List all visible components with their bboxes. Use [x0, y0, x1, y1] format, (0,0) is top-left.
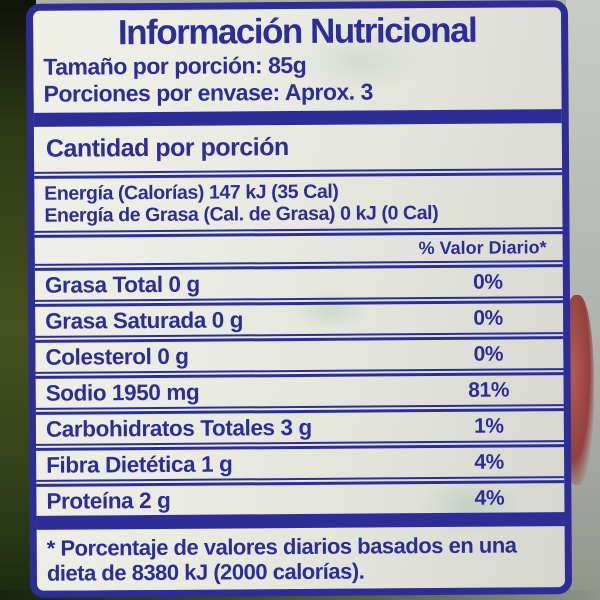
nutrient-daily-value: 4% — [474, 450, 505, 474]
nutrient-row-saturated-fat: Grasa Saturada 0 g 0% — [35, 303, 563, 336]
nutrient-daily-value: 4% — [474, 486, 505, 510]
nutrient-name: Sodio 1950 mg — [45, 379, 200, 406]
nutrient-row-total-carbohydrate: Carbohidratos Totales 3 g 1% — [36, 411, 564, 444]
footnote-line-2: dieta de 8380 kJ (2000 calorías). — [46, 558, 365, 586]
servings-per-container-label: Porciones por envase: — [43, 79, 280, 107]
serving-size-line: Tamaño por porción: 85g — [43, 50, 551, 81]
daily-value-footnote: * Porcentaje de valores diarios basados … — [37, 526, 565, 586]
nutrient-row-dietary-fiber: Fibra Dietética 1 g 4% — [36, 447, 564, 480]
daily-value-header: % Valor Diario* — [418, 237, 547, 259]
nutrient-daily-value: 0% — [473, 270, 503, 294]
nutrient-name: Grasa Total 0 g — [44, 271, 200, 298]
nutrient-name: Fibra Dietética 1 g — [46, 450, 233, 478]
serving-size-value: 85g — [267, 51, 307, 79]
serving-size-label: Tamaño por porción: — [43, 52, 263, 80]
nutrient-daily-value: 1% — [474, 414, 504, 438]
nutrition-label: Información Nutricional Tamaño por porci… — [25, 0, 573, 598]
nutrient-daily-value: 0% — [473, 306, 503, 330]
nutrient-name: Carbohidratos Totales 3 g — [45, 414, 312, 442]
nutrient-daily-value: 81% — [468, 378, 510, 402]
nutrient-name: Colesterol 0 g — [45, 343, 189, 370]
energy-fat-line: Energía de Grasa (Cal. de Grasa) 0 kJ (0… — [44, 202, 439, 227]
amount-per-serving-header: Cantidad por porción — [45, 133, 289, 163]
label-title: Información Nutricional — [117, 10, 477, 53]
serving-info: Tamaño por porción: 85g Porciones por en… — [33, 49, 561, 113]
nutrient-row-sodium: Sodio 1950 mg 81% — [36, 375, 564, 408]
footnote-line-1: * Porcentaje de valores diarios basados … — [46, 532, 517, 561]
nutrient-row-protein: Proteína 2 g 4% — [36, 483, 564, 516]
energy-section: Energía (Calorías) 147 kJ (35 Cal) Energ… — [34, 175, 562, 231]
nutrient-daily-value: 0% — [473, 342, 504, 366]
nutrient-name: Proteína 2 g — [46, 487, 171, 514]
nutrient-row-cholesterol: Colesterol 0 g 0% — [35, 339, 563, 372]
nutrient-row-total-fat: Grasa Total 0 g 0% — [35, 267, 563, 300]
nutrient-name: Grasa Saturada 0 g — [45, 306, 244, 334]
servings-per-container-line: Porciones por envase: Aprox. 3 — [43, 77, 551, 108]
servings-per-container-value: Aprox. 3 — [284, 78, 373, 106]
